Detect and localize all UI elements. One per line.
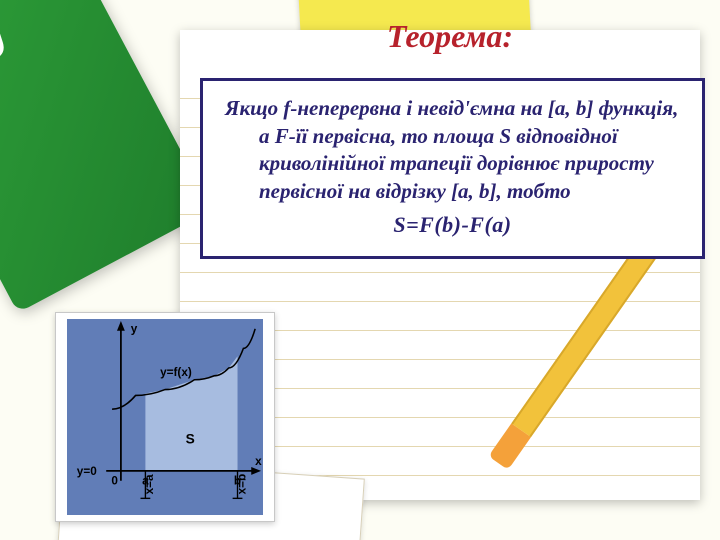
theorem-box: Якщо f-неперервна і невід'ємна на [a, b]… [200, 78, 705, 259]
diagram-container: yx0aby=0x=ax=by=f(x)S [55, 312, 275, 522]
green-board-text: Eng [0, 0, 103, 100]
theorem-formula: S=F(b)-F(a) [225, 212, 680, 238]
svg-text:y=f(x): y=f(x) [160, 366, 192, 379]
svg-text:y: y [131, 323, 138, 336]
svg-text:x: x [255, 455, 262, 468]
svg-text:S: S [186, 431, 195, 446]
svg-text:y=0: y=0 [77, 465, 97, 478]
integral-diagram: yx0aby=0x=ax=by=f(x)S [62, 319, 268, 515]
page-title: Теорема: [200, 18, 700, 55]
theorem-text: Якщо f-неперервна і невід'ємна на [a, b]… [225, 95, 680, 206]
slide-stage: Eng Теорема: Якщо f-неперервна і невід'є… [0, 0, 720, 540]
svg-text:0: 0 [111, 475, 118, 488]
theorem-body: Якщо f-неперервна і невід'ємна на [a, b]… [225, 95, 680, 206]
svg-text:x=a: x=a [143, 474, 156, 494]
svg-text:x=b: x=b [235, 474, 248, 495]
